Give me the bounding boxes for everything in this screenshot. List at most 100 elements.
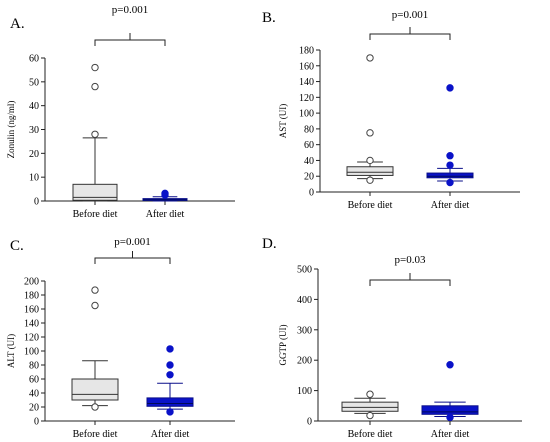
y-tick-label: 120 [299,93,314,104]
box-before [341,390,399,420]
y-tick-label: 30 [29,125,39,136]
y-tick-label: 200 [24,277,39,288]
box-iqr [72,183,118,201]
y-tick-label: 100 [297,386,312,397]
y-tick-label: 0 [34,417,39,428]
y-tick-label: 120 [24,333,39,344]
outlier-point [446,361,454,369]
significance-bracket [94,257,171,264]
outlier-point [166,361,174,369]
p-value-label: p=0.001 [112,4,148,16]
outlier-point [366,156,374,165]
box-iqr [341,401,399,412]
box-after [426,84,474,187]
box-iqr [426,172,474,179]
outlier-point [91,301,99,310]
outlier-point [166,371,174,379]
outlier-point [91,63,99,72]
y-tick-label: 500 [297,265,312,276]
significance-bracket [369,279,451,286]
outlier-point [446,84,454,92]
y-tick-label: 300 [297,325,312,336]
panel-label: A. [10,16,25,32]
y-tick-label: 80 [304,124,314,135]
p-value-label: p=0.001 [392,9,428,21]
y-axis-label: AST (UI) [278,104,288,139]
chart-panel-d: D. 0 100 200 300 400 500 GGTP (UI) Before diet Af… [262,236,522,440]
panel-label: D. [262,236,277,252]
y-tick-label: 140 [299,77,314,88]
x-tick-label: After diet [431,429,470,440]
outlier-point [366,129,374,137]
y-tick-label: 100 [299,109,314,120]
y-axis-label: ALT (UI) [6,334,16,368]
y-tick-label: 100 [24,347,39,358]
x-tick-label: Before diet [73,209,118,220]
chart-panel-a: A. 0 10 20 30 40 50 60 Zonulin (ng/ml) Before die… [6,4,235,220]
y-tick-label: 20 [304,172,314,183]
box-after [142,189,188,202]
y-tick-label: 0 [34,197,39,208]
y-tick-label: 60 [29,54,39,65]
x-tick-label: After diet [431,200,470,211]
outlier-point [161,189,169,198]
x-tick-label: After diet [146,209,185,220]
significance-bracket [94,39,166,46]
y-tick-label: 40 [29,101,39,112]
y-tick-label: 20 [29,403,39,414]
y-tick-label: 400 [297,295,312,306]
y-tick-label: 140 [24,319,39,330]
y-tick-label: 180 [24,291,39,302]
box-iqr [421,405,479,415]
y-tick-label: 0 [309,188,314,199]
outlier-point [366,411,374,420]
box-before [71,286,119,411]
outlier-point [91,286,99,294]
y-axis-label: Zonulin (ng/ml) [6,101,16,159]
y-tick-label: 40 [29,389,39,400]
box-after [146,345,194,416]
box-iqr [146,397,194,407]
outlier-point [91,82,99,91]
outlier-point [366,390,374,398]
y-tick-label: 200 [297,356,312,367]
p-value-label: p=0.03 [395,254,426,266]
outlier-point [91,403,99,411]
x-tick-label: Before diet [348,200,393,211]
y-tick-label: 50 [29,77,39,88]
box-after [421,361,479,422]
y-tick-label: 20 [29,149,39,160]
chart-panel-c: C. 0 20 40 60 80 100 120 140 160 180 200 ALT (UI) Bef… [6,236,235,440]
outlier-point [446,152,454,160]
p-value-label: p=0.001 [114,236,150,248]
outlier-point [366,54,374,62]
outlier-point [366,176,374,184]
outlier-point [166,408,174,416]
box-iqr [71,378,119,401]
box-iqr [346,166,394,176]
x-tick-label: After diet [151,429,190,440]
panel-label: B. [262,10,276,26]
y-tick-label: 180 [299,46,314,57]
y-tick-label: 10 [29,173,39,184]
box-before [346,54,394,184]
x-tick-label: Before diet [73,429,118,440]
outlier-point [446,178,454,187]
panel-label: C. [10,238,24,254]
y-axis-label: GGTP (UI) [278,325,288,366]
box-before [72,63,118,202]
y-tick-label: 60 [304,140,314,151]
y-tick-label: 80 [29,361,39,372]
chart-panel-b: B. 0 20 40 60 80 100 120 140 160 180 AST (UI) Before… [262,9,520,211]
outlier-point [166,345,174,353]
significance-bracket [369,33,451,40]
y-tick-label: 160 [299,61,314,72]
x-tick-label: Before diet [348,429,393,440]
y-tick-label: 160 [24,305,39,316]
outlier-point [91,130,99,138]
y-tick-label: 0 [307,417,312,428]
outlier-point [446,161,454,169]
y-tick-label: 60 [29,375,39,386]
y-tick-label: 40 [304,156,314,167]
